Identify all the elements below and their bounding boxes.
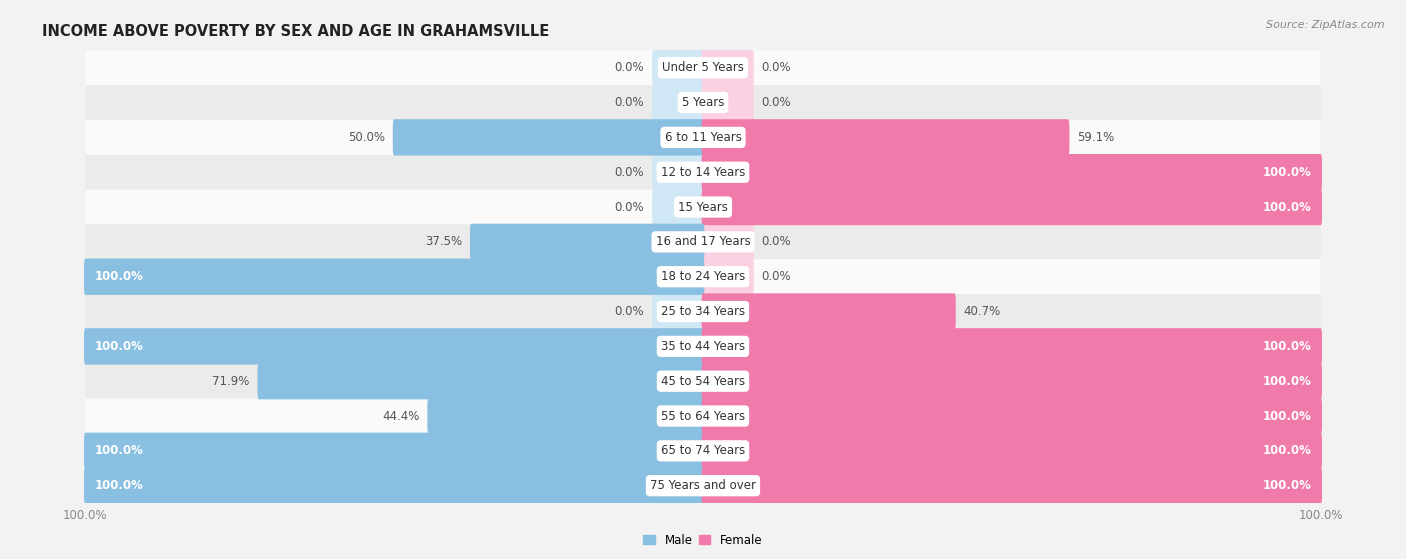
FancyBboxPatch shape	[702, 433, 1322, 469]
Text: 25 to 34 Years: 25 to 34 Years	[661, 305, 745, 318]
FancyBboxPatch shape	[86, 259, 1320, 294]
FancyBboxPatch shape	[652, 189, 704, 225]
FancyBboxPatch shape	[702, 467, 1322, 504]
FancyBboxPatch shape	[86, 294, 1320, 329]
Text: 100.0%: 100.0%	[1263, 375, 1312, 388]
FancyBboxPatch shape	[702, 189, 1322, 225]
FancyBboxPatch shape	[86, 85, 1320, 120]
FancyBboxPatch shape	[652, 84, 704, 121]
Text: 16 and 17 Years: 16 and 17 Years	[655, 235, 751, 248]
FancyBboxPatch shape	[702, 328, 1322, 364]
Text: 100.0%: 100.0%	[1263, 340, 1312, 353]
FancyBboxPatch shape	[702, 398, 754, 434]
Text: 6 to 11 Years: 6 to 11 Years	[665, 131, 741, 144]
FancyBboxPatch shape	[86, 50, 1320, 85]
Text: 45 to 54 Years: 45 to 54 Years	[661, 375, 745, 388]
Text: 44.4%: 44.4%	[382, 410, 419, 423]
FancyBboxPatch shape	[652, 467, 704, 504]
Text: 0.0%: 0.0%	[762, 270, 792, 283]
FancyBboxPatch shape	[652, 363, 704, 399]
Text: 0.0%: 0.0%	[614, 61, 644, 74]
Text: 100.0%: 100.0%	[94, 479, 143, 492]
FancyBboxPatch shape	[86, 433, 1320, 468]
FancyBboxPatch shape	[86, 468, 1320, 503]
Text: 100.0%: 100.0%	[94, 340, 143, 353]
FancyBboxPatch shape	[84, 433, 704, 469]
FancyBboxPatch shape	[427, 398, 704, 434]
Text: 100.0%: 100.0%	[94, 444, 143, 457]
FancyBboxPatch shape	[652, 119, 704, 155]
FancyBboxPatch shape	[702, 433, 754, 469]
Text: 0.0%: 0.0%	[762, 96, 792, 109]
FancyBboxPatch shape	[86, 329, 1320, 364]
FancyBboxPatch shape	[652, 433, 704, 469]
FancyBboxPatch shape	[470, 224, 704, 260]
FancyBboxPatch shape	[702, 189, 754, 225]
FancyBboxPatch shape	[257, 363, 704, 399]
FancyBboxPatch shape	[702, 363, 754, 399]
Text: 100.0%: 100.0%	[1263, 201, 1312, 214]
FancyBboxPatch shape	[84, 258, 704, 295]
Text: Source: ZipAtlas.com: Source: ZipAtlas.com	[1267, 20, 1385, 30]
Text: 18 to 24 Years: 18 to 24 Years	[661, 270, 745, 283]
FancyBboxPatch shape	[86, 155, 1320, 190]
Text: Under 5 Years: Under 5 Years	[662, 61, 744, 74]
Text: 0.0%: 0.0%	[614, 201, 644, 214]
Text: 0.0%: 0.0%	[614, 165, 644, 179]
FancyBboxPatch shape	[86, 190, 1320, 225]
FancyBboxPatch shape	[702, 398, 1322, 434]
Text: 75 Years and over: 75 Years and over	[650, 479, 756, 492]
FancyBboxPatch shape	[86, 120, 1320, 155]
Text: 37.5%: 37.5%	[425, 235, 463, 248]
FancyBboxPatch shape	[702, 467, 754, 504]
Text: 59.1%: 59.1%	[1077, 131, 1115, 144]
FancyBboxPatch shape	[652, 293, 704, 330]
FancyBboxPatch shape	[702, 119, 754, 155]
Text: 15 Years: 15 Years	[678, 201, 728, 214]
Text: 55 to 64 Years: 55 to 64 Years	[661, 410, 745, 423]
FancyBboxPatch shape	[702, 154, 754, 191]
Text: 0.0%: 0.0%	[762, 235, 792, 248]
FancyBboxPatch shape	[702, 258, 754, 295]
Text: 35 to 44 Years: 35 to 44 Years	[661, 340, 745, 353]
FancyBboxPatch shape	[702, 328, 754, 364]
Text: 100.0%: 100.0%	[1263, 479, 1312, 492]
FancyBboxPatch shape	[702, 119, 1070, 155]
Text: 65 to 74 Years: 65 to 74 Years	[661, 444, 745, 457]
Text: 100.0%: 100.0%	[1263, 410, 1312, 423]
FancyBboxPatch shape	[702, 154, 1322, 191]
FancyBboxPatch shape	[86, 225, 1320, 259]
FancyBboxPatch shape	[86, 364, 1320, 399]
Text: 100.0%: 100.0%	[1263, 444, 1312, 457]
Legend: Male, Female: Male, Female	[638, 529, 768, 552]
FancyBboxPatch shape	[652, 328, 704, 364]
Text: 100.0%: 100.0%	[94, 270, 143, 283]
Text: 0.0%: 0.0%	[614, 305, 644, 318]
Text: 50.0%: 50.0%	[347, 131, 385, 144]
FancyBboxPatch shape	[84, 328, 704, 364]
FancyBboxPatch shape	[702, 293, 956, 330]
Text: 100.0%: 100.0%	[1263, 165, 1312, 179]
FancyBboxPatch shape	[652, 154, 704, 191]
FancyBboxPatch shape	[392, 119, 704, 155]
Text: 5 Years: 5 Years	[682, 96, 724, 109]
FancyBboxPatch shape	[652, 258, 704, 295]
FancyBboxPatch shape	[84, 467, 704, 504]
FancyBboxPatch shape	[702, 224, 754, 260]
FancyBboxPatch shape	[86, 399, 1320, 433]
Text: 12 to 14 Years: 12 to 14 Years	[661, 165, 745, 179]
FancyBboxPatch shape	[702, 363, 1322, 399]
FancyBboxPatch shape	[702, 50, 754, 86]
Text: INCOME ABOVE POVERTY BY SEX AND AGE IN GRAHAMSVILLE: INCOME ABOVE POVERTY BY SEX AND AGE IN G…	[42, 25, 550, 40]
Text: 0.0%: 0.0%	[762, 61, 792, 74]
FancyBboxPatch shape	[652, 224, 704, 260]
FancyBboxPatch shape	[702, 293, 754, 330]
Text: 71.9%: 71.9%	[212, 375, 250, 388]
Text: 0.0%: 0.0%	[614, 96, 644, 109]
FancyBboxPatch shape	[652, 50, 704, 86]
FancyBboxPatch shape	[702, 84, 754, 121]
Text: 40.7%: 40.7%	[963, 305, 1001, 318]
FancyBboxPatch shape	[652, 398, 704, 434]
